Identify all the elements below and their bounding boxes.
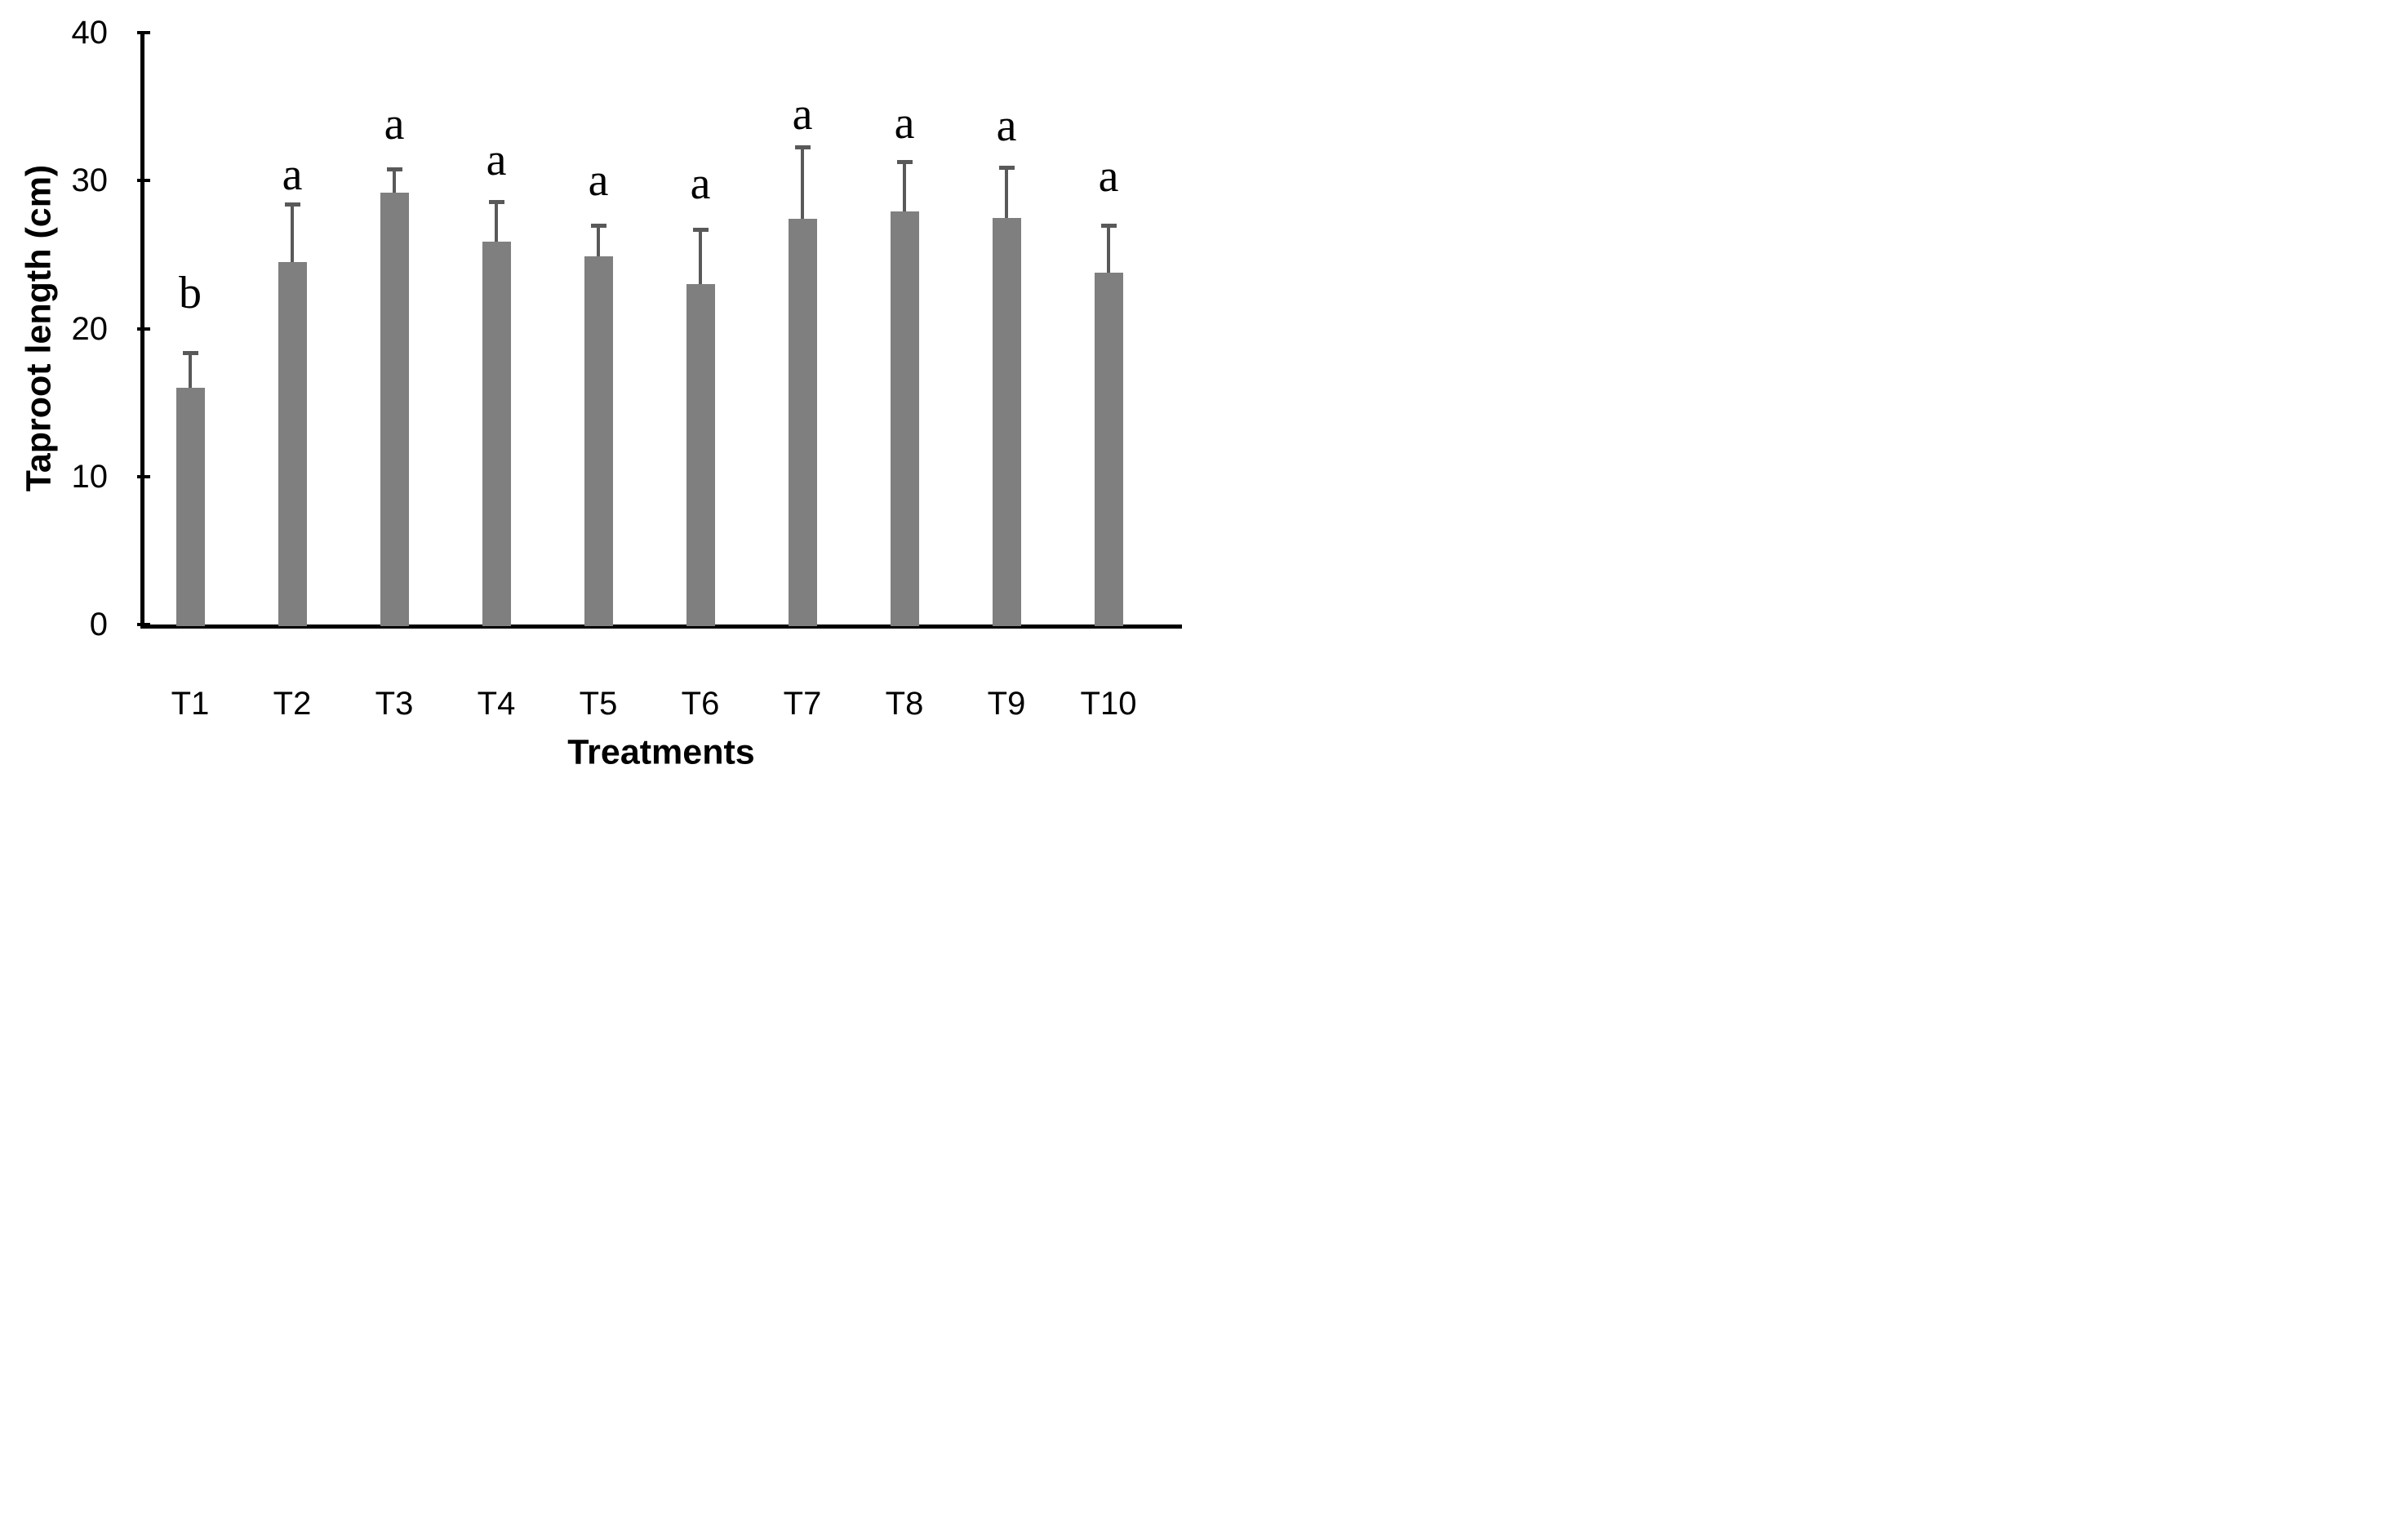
y-axis-title: Taproot length (cm) (19, 164, 59, 492)
significance-letter-t3: a (384, 99, 405, 150)
significance-letter-t10: a (1098, 150, 1119, 202)
bar-chart-figure: Taproot length (cm) 0 10 20 30 40 b T1 a T2 a T3 a… (0, 0, 1204, 769)
y-tick-mark (137, 179, 150, 183)
y-tick-label: 30 (71, 162, 109, 199)
error-bar-cap (488, 199, 504, 204)
significance-letter-t5: a (588, 155, 609, 207)
error-bar-whisker (189, 352, 192, 388)
error-bar-cap (692, 228, 709, 233)
significance-letter-t1: b (179, 268, 202, 318)
x-tick-label-t9: T9 (987, 686, 1026, 722)
bar-t1 (175, 388, 205, 626)
x-tick-label-t7: T7 (783, 686, 822, 722)
bar-t8 (890, 211, 919, 626)
significance-letter-t9: a (996, 100, 1017, 152)
significance-letter-t2: a (282, 149, 303, 200)
error-bar-cap (386, 167, 402, 171)
x-tick-label-t8: T8 (885, 686, 924, 722)
x-tick-label-t6: T6 (681, 686, 720, 722)
y-tick-label: 0 (89, 607, 108, 642)
bar-t10 (1094, 272, 1123, 626)
y-tick-mark (137, 31, 150, 34)
x-tick-label-t3: T3 (375, 686, 414, 722)
error-bar-cap (182, 350, 198, 355)
error-bar-whisker (393, 168, 396, 193)
error-bar-cap (1100, 223, 1117, 228)
bar-t5 (584, 256, 613, 626)
bar-t7 (788, 219, 817, 626)
y-tick-label: 10 (71, 458, 109, 495)
bar-t2 (278, 261, 307, 626)
error-bar-whisker (1107, 224, 1110, 273)
error-bar-whisker (291, 204, 294, 262)
error-bar-whisker (801, 146, 804, 220)
error-bar-cap (590, 223, 606, 228)
bar-t4 (482, 241, 511, 626)
error-bar-whisker (903, 161, 906, 212)
error-bar-whisker (1005, 167, 1008, 218)
y-tick-mark (137, 474, 150, 478)
error-bar-cap (896, 159, 913, 164)
x-axis-title: Treatments (567, 732, 755, 769)
y-tick-label: 20 (71, 310, 109, 347)
x-axis-line (140, 625, 1182, 629)
bar-t3 (380, 192, 409, 626)
error-bar-whisker (699, 229, 702, 285)
x-tick-label-t10: T10 (1080, 686, 1137, 722)
x-tick-label-t2: T2 (273, 686, 312, 722)
significance-letter-t4: a (486, 134, 507, 185)
bar-t6 (686, 284, 715, 626)
error-bar-cap (794, 144, 811, 149)
error-bar-whisker (495, 201, 498, 242)
error-bar-cap (284, 202, 300, 207)
x-tick-label-t5: T5 (579, 686, 618, 722)
error-bar-whisker (597, 224, 600, 256)
y-tick-mark (137, 623, 150, 626)
x-tick-label-t1: T1 (171, 686, 210, 722)
bar-t9 (992, 217, 1021, 626)
y-tick-label: 40 (71, 15, 109, 51)
x-tick-label-t4: T4 (477, 686, 516, 722)
significance-letter-t8: a (894, 97, 915, 149)
significance-letter-t6: a (690, 158, 711, 209)
y-tick-mark (137, 327, 150, 331)
error-bar-cap (998, 165, 1015, 170)
significance-letter-t7: a (792, 88, 813, 140)
